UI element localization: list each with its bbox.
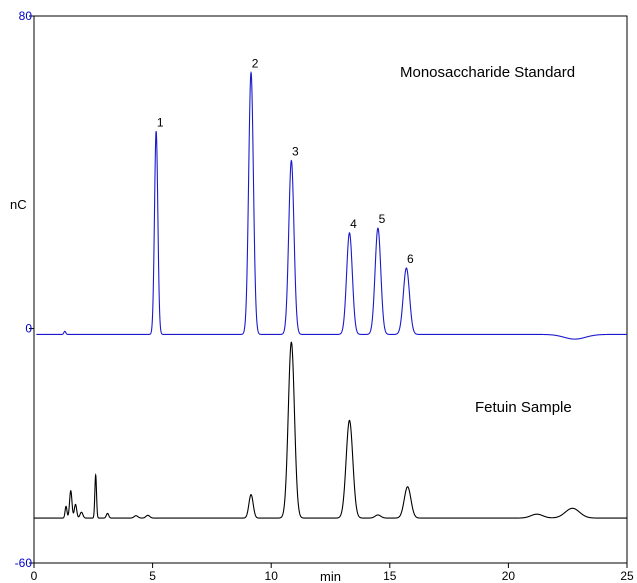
- y-tick-label: 80: [19, 9, 33, 23]
- x-tick-label: 0: [31, 569, 38, 583]
- peak-label: 4: [350, 217, 357, 231]
- x-tick-label: 10: [265, 569, 279, 583]
- y-tick-label: -60: [15, 556, 33, 570]
- x-tick-label: 15: [383, 569, 397, 583]
- peak-label: 6: [407, 252, 414, 266]
- series-label-fetuin: Fetuin Sample: [475, 399, 572, 416]
- series-layer: [34, 71, 627, 519]
- peak-label: 3: [292, 145, 299, 159]
- x-tick-label: 25: [620, 569, 634, 583]
- peak-label: 1: [157, 115, 164, 129]
- x-tick-label: 5: [149, 569, 156, 583]
- labels-layer: nC min Monosaccharide Standard Fetuin Sa…: [10, 57, 575, 583]
- x-tick-label: 20: [502, 569, 516, 583]
- x-axis-label: min: [320, 569, 341, 583]
- series-label-standard: Monosaccharide Standard: [400, 64, 575, 81]
- y-axis-label: nC: [10, 197, 27, 212]
- peak-label: 5: [379, 212, 386, 226]
- series-line: [34, 341, 627, 519]
- y-tick-label: 0: [25, 322, 32, 336]
- peak-label: 2: [252, 57, 259, 71]
- series-line: [36, 71, 627, 340]
- plot-frame: [33, 15, 628, 564]
